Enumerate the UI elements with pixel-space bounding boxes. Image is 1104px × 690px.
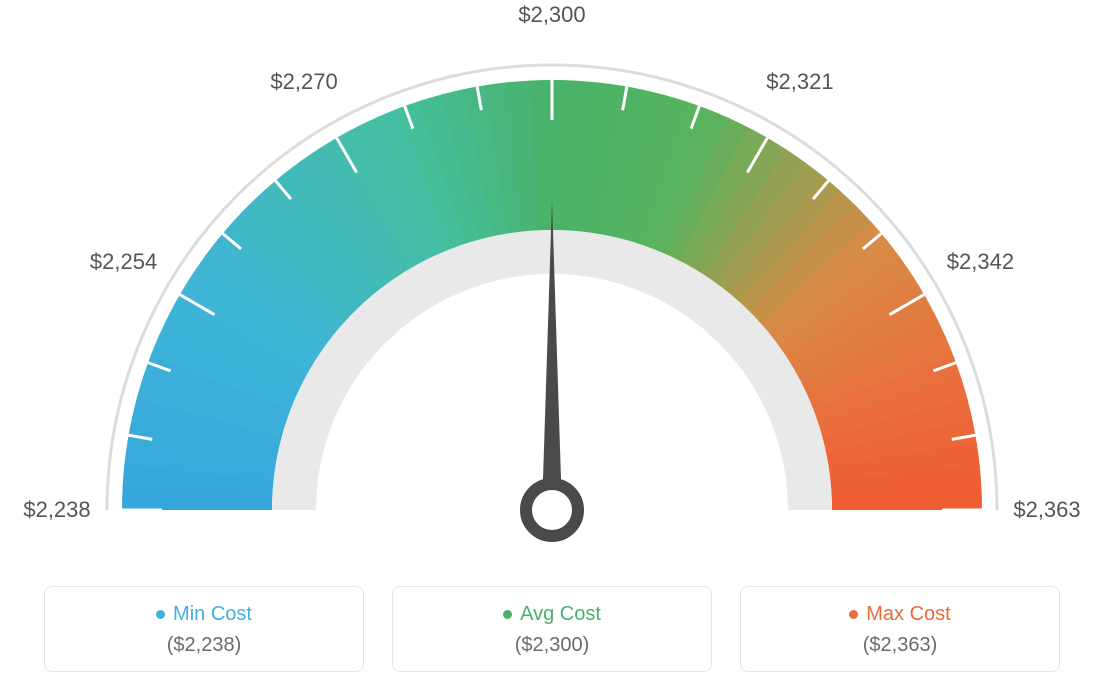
legend-value-avg: ($2,300) [405,634,699,657]
legend-card-avg: Avg Cost ($2,300) [392,586,712,672]
gauge-tick-label: $2,238 [23,497,90,523]
legend-value-min: ($2,238) [57,634,351,657]
legend-title-text-min: Min Cost [173,603,252,626]
gauge-tick-label: $2,363 [1013,497,1080,523]
legend-title-max: Max Cost [849,603,950,626]
legend-dot-min [156,610,165,619]
gauge-tick-label: $2,270 [270,69,337,95]
legend-dot-avg [503,610,512,619]
legend-title-text-avg: Avg Cost [520,603,601,626]
gauge-svg [0,0,1104,560]
legend-card-min: Min Cost ($2,238) [44,586,364,672]
gauge-needle-hub [526,484,578,536]
gauge-area: $2,238 $2,254 $2,270 $2,300 $2,321 $2,342 $2,3… [0,0,1104,560]
legend-value-max: ($2,363) [753,634,1047,657]
gauge-tick-label: $2,342 [947,249,1014,275]
legend-row: Min Cost ($2,238) Avg Cost ($2,300) Max … [0,586,1104,672]
legend-title-text-max: Max Cost [866,603,950,626]
gauge-tick-label: $2,321 [766,69,833,95]
legend-title-min: Min Cost [156,603,252,626]
gauge-tick-label: $2,254 [90,249,157,275]
legend-card-max: Max Cost ($2,363) [740,586,1060,672]
gauge-tick-label: $2,300 [518,2,585,28]
legend-title-avg: Avg Cost [503,603,601,626]
legend-dot-max [849,610,858,619]
